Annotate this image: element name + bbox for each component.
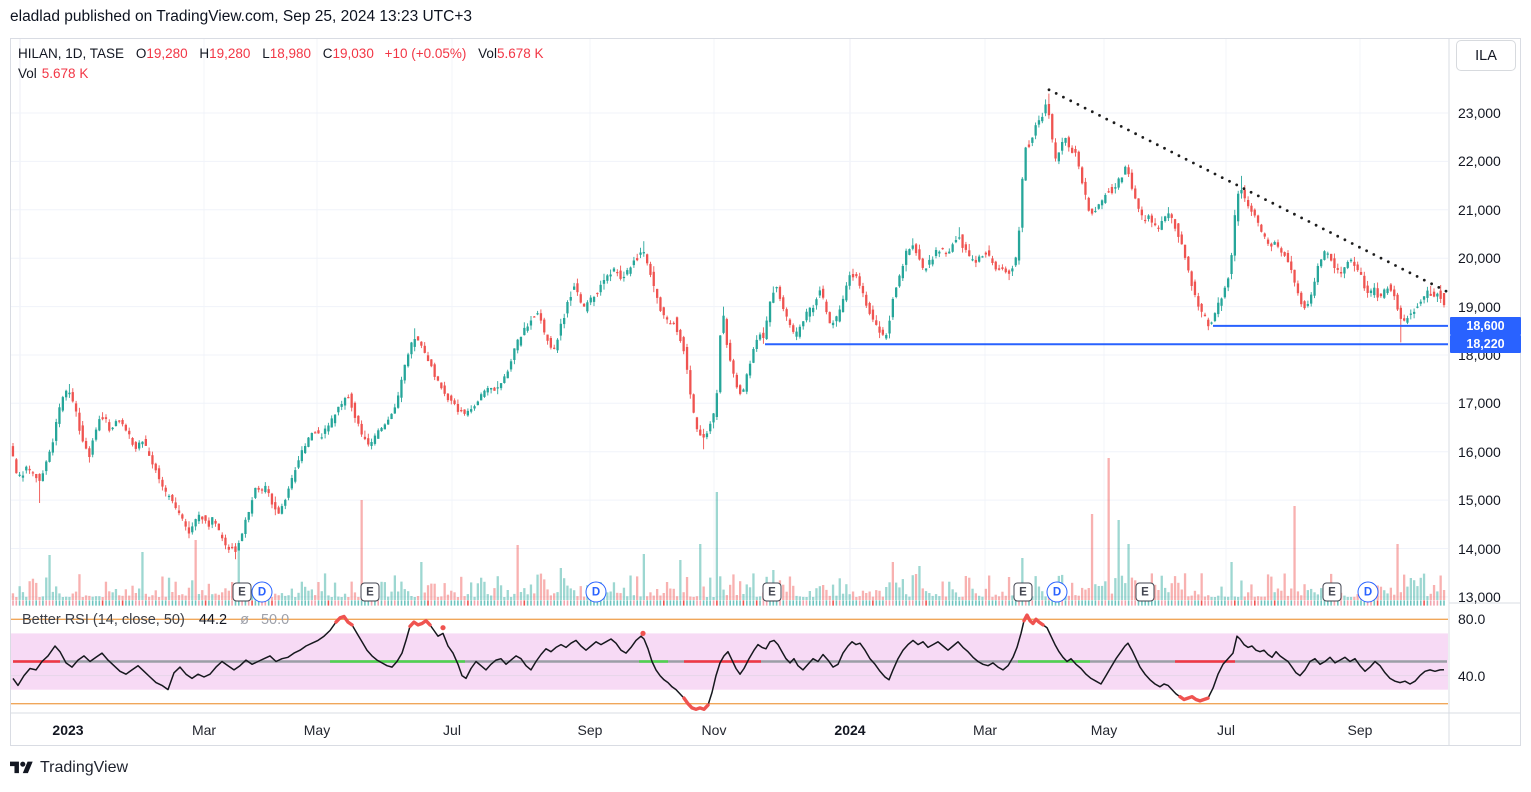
open-value: 19,280 [146, 46, 188, 61]
chart-canvas[interactable] [10, 38, 1521, 746]
rsi-indicator-legend[interactable]: Better RSI (14, close, 50) 44.2 ø 50.0 [22, 612, 289, 628]
change-value: +10 (+0.05%) [384, 46, 467, 61]
time-axis-label: May [1090, 722, 1118, 738]
tradingview-brand-text: TradingView [40, 759, 129, 776]
earnings-badge[interactable]: E [1013, 582, 1033, 602]
low-label: L [262, 46, 270, 61]
tradingview-footer[interactable]: TradingView [10, 759, 128, 777]
earnings-badge[interactable]: E [762, 582, 782, 602]
trendline-dotted [1047, 88, 1448, 293]
price-level-badge-18220: 18,220 [1450, 335, 1521, 354]
candles [11, 93, 1446, 560]
earnings-badge[interactable]: E [1135, 582, 1155, 602]
tradingview-logo-icon [10, 761, 33, 774]
earnings-badge[interactable]: E [232, 582, 252, 602]
price-axis-label: 22,000 [1458, 153, 1501, 170]
low-value: 18,980 [269, 46, 312, 61]
price-axis-label: 20,000 [1458, 250, 1501, 267]
volume-indicator-legend[interactable]: Vol 5.678 K [18, 66, 88, 81]
price-axis-label: 15,000 [1458, 492, 1501, 509]
earnings-badge[interactable]: E [1322, 582, 1342, 602]
time-axis-label: May [303, 722, 331, 738]
publish-header: eladlad published on TradingView.com, Se… [10, 8, 473, 25]
rsi-title: Better RSI (14, close, 50) [22, 612, 185, 628]
vol-row-value: 5.678 K [41, 66, 89, 81]
earnings-badge[interactable]: E [360, 582, 380, 602]
dividend-badge[interactable]: D [1357, 581, 1379, 603]
time-axis-label: 2023 [52, 722, 84, 738]
vol-row-label: Vol [18, 66, 37, 81]
rsi-average-value: 50.0 [260, 612, 290, 628]
rsi-line [12, 614, 1445, 711]
dividend-badge[interactable]: D [585, 581, 607, 603]
time-axis-label: Sep [577, 722, 603, 738]
dividend-badge[interactable]: D [251, 581, 273, 603]
rsi-extreme-segment [682, 696, 710, 711]
time-axis-label: Sep [1347, 722, 1373, 738]
price-axis-label: 14,000 [1458, 540, 1501, 557]
time-axis-label: Mar [191, 722, 217, 738]
volume-bars [11, 458, 1446, 600]
rsi-average-icon: ø [240, 612, 249, 628]
rsi-axis-label: 80.0 [1458, 611, 1486, 628]
rsi-extreme-segment [1022, 613, 1045, 627]
open-label: O [135, 46, 147, 61]
volume-value: 5.678 K [496, 46, 544, 61]
high-label: H [199, 46, 210, 61]
rsi-axis-label: 40.0 [1458, 667, 1486, 684]
rsi-extreme-segment [334, 614, 354, 627]
time-axis-label: Jul [443, 722, 461, 738]
rsi-pane-separator-strip [12, 600, 1445, 606]
compare-symbol-label: ILA [1475, 47, 1497, 64]
rsi-extreme-segment [1178, 695, 1210, 703]
volume-label: Vol [478, 46, 497, 61]
rsi-extreme-segment [408, 619, 432, 628]
dividend-badge[interactable]: D [1046, 581, 1068, 603]
rsi-peak-dot [640, 630, 646, 637]
price-axis-label: 23,000 [1458, 105, 1501, 121]
symbol-legend[interactable]: HILAN, 1D, TASE O19,280 H19,280 L18,980 … [18, 46, 544, 61]
symbol-title: HILAN, 1D, TASE [18, 46, 125, 61]
time-axis-label: Mar [972, 722, 998, 738]
time-axis-label: Jul [1217, 722, 1235, 738]
price-level-badge-18600: 18,600 [1450, 316, 1521, 335]
price-axis-label: 19,000 [1458, 298, 1501, 315]
rsi-peak-dot [440, 625, 446, 631]
time-axis-label: Nov [701, 722, 727, 738]
close-value: 19,030 [332, 46, 374, 61]
price-axis-label: 16,000 [1458, 443, 1501, 460]
compare-symbol-button[interactable]: ILA [1456, 40, 1516, 71]
price-axis-label: 13,000 [1458, 588, 1501, 605]
close-label: C [322, 46, 333, 61]
time-axis-label: 2024 [834, 722, 866, 738]
price-axis-label: 21,000 [1458, 201, 1501, 218]
rsi-current-value: 44.2 [198, 612, 228, 628]
high-value: 19,280 [209, 46, 251, 61]
price-axis-label: 17,000 [1458, 395, 1501, 412]
